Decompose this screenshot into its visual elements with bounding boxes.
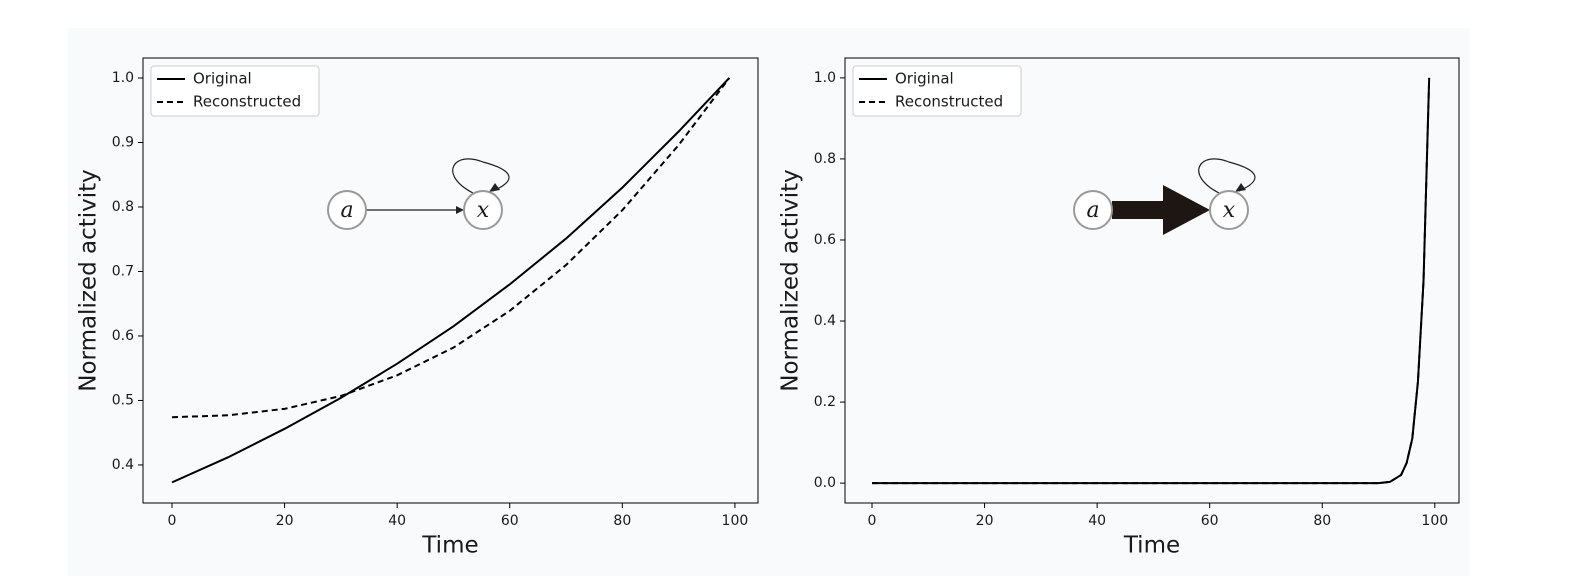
y-tick-label: 1.0	[112, 70, 134, 86]
node-label: a	[1086, 198, 1099, 223]
x-tick-label: 100	[722, 513, 749, 529]
x-tick-label: 80	[613, 513, 631, 529]
legend-box	[150, 65, 320, 117]
series-line	[171, 77, 731, 484]
axes: 0 20 40 60 80 100 0.4 0.5 0.6 0.7 0.8 0.9 1.0 Time Nor…	[76, 57, 759, 559]
axes: 0 20 40 60 80 100 0.0 0.2 0.4 0.6 0.8 1.0 Time Normal…	[778, 57, 1460, 559]
y-tick-label: 0.9	[112, 134, 134, 150]
self-loop	[452, 158, 510, 194]
x-axis-label: Time	[1123, 533, 1180, 559]
legend-box	[852, 65, 1022, 117]
y-tick-label: 0.0	[814, 475, 836, 491]
y-tick-label: 0.7	[112, 263, 134, 279]
x-tick-label: 20	[976, 513, 994, 529]
y-tick-label: 0.6	[814, 232, 836, 248]
legend-label: Reconstructed	[895, 93, 1003, 111]
x-tick-label: 60	[501, 513, 519, 529]
edge-head	[1163, 185, 1210, 235]
node-label: x	[1223, 198, 1236, 223]
x-tick-label: 20	[276, 513, 294, 529]
x-tick-label: 100	[1421, 513, 1448, 529]
self-loop	[1198, 158, 1256, 194]
y-tick-label: 0.8	[112, 199, 134, 215]
self-loop-head	[489, 183, 500, 192]
y-axis-label: Normalized activity	[778, 169, 804, 392]
series-line	[171, 77, 731, 419]
y-tick-label: 0.8	[814, 151, 836, 167]
plot-area	[844, 57, 1460, 504]
x-tick-label: 40	[1088, 513, 1106, 529]
y-tick-label: 1.0	[814, 70, 836, 86]
node	[1209, 190, 1249, 230]
node	[463, 190, 503, 230]
edge-head	[456, 206, 464, 214]
legend-label: Reconstructed	[193, 93, 301, 111]
y-axis-label: Normalized activity	[76, 169, 102, 392]
x-axis-label: Time	[421, 533, 478, 559]
self-loop-head	[1235, 183, 1246, 192]
edge	[1112, 201, 1164, 219]
y-tick-label: 0.4	[814, 313, 836, 329]
series-line	[872, 77, 1431, 485]
plot-area	[142, 57, 759, 504]
y-tick-label: 0.6	[112, 328, 134, 344]
y-tick-label: 0.2	[814, 394, 836, 410]
x-tick-label: 60	[1201, 513, 1219, 529]
x-tick-label: 0	[168, 513, 177, 529]
x-tick-label: 40	[388, 513, 406, 529]
x-tick-label: 0	[868, 513, 877, 529]
node	[327, 190, 367, 230]
y-tick-label: 0.5	[112, 392, 134, 408]
node	[1073, 190, 1113, 230]
legend-label: Original	[895, 70, 954, 88]
y-tick-label: 0.4	[112, 457, 134, 473]
node-label: x	[477, 198, 490, 223]
legend-label: Original	[193, 70, 252, 88]
node-label: a	[340, 198, 353, 223]
x-tick-label: 80	[1313, 513, 1331, 529]
